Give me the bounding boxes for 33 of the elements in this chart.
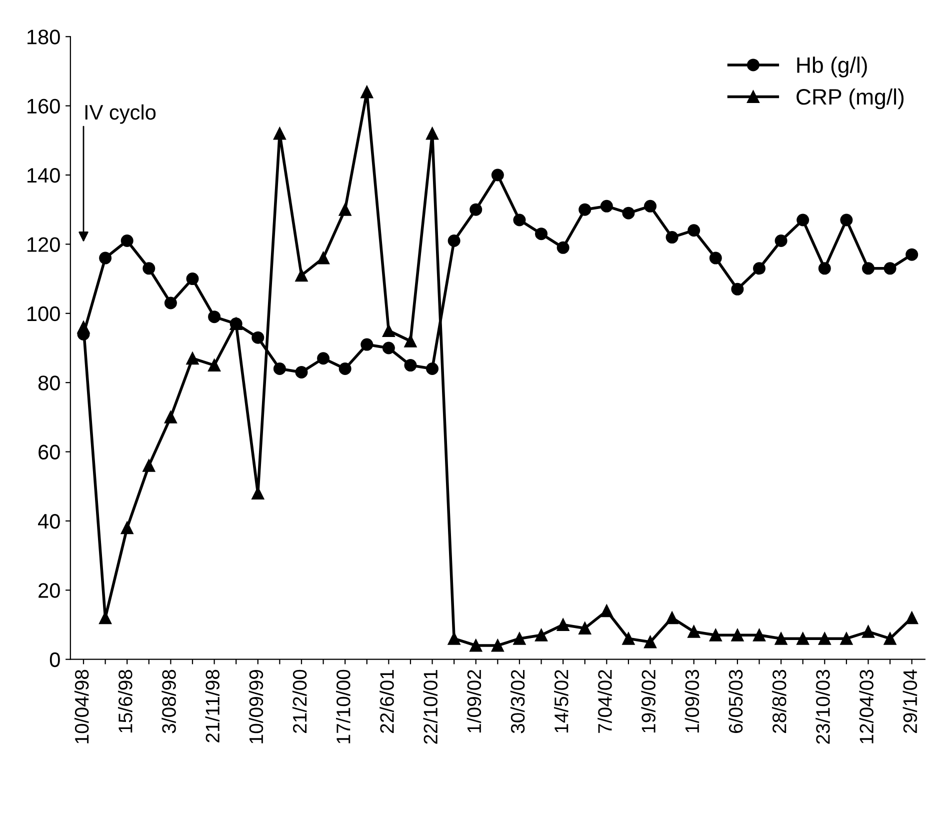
x-tick-label: 22/6/01 [380,670,394,733]
y-tick-label: 180 [28,30,60,44]
x-tick-label: 21/11/98 [205,670,220,742]
annotation: IV cyclo [85,104,156,124]
x-tick-label: 1/09/02 [466,670,482,732]
legend-label: CRP (mg/l) [796,88,904,110]
x-tick-label: 22/10/01 [423,670,438,744]
x-tick-label: 3/08/98 [162,670,176,734]
x-tick-label: 10/04/98 [74,670,89,744]
x-tick-label: 15/6/98 [118,670,132,732]
x-tick-label: 10/09/99 [248,670,264,744]
x-tick-label: 28/8/03 [772,670,786,733]
x-tick-label: 23/10/03 [816,670,830,744]
x-tick-label: 29/1/04 [902,670,918,733]
x-tick-label: 1/09/03 [684,670,700,732]
y-tick-label: 120 [28,237,60,252]
y-tick-label: 60 [38,444,60,460]
y-tick-label: 80 [38,376,60,390]
y-tick-label: 40 [38,514,60,529]
y-tick-label: 140 [28,168,60,183]
x-tick-label: 12/04/03 [859,670,874,744]
x-tick-label: 17/10/00 [336,670,350,744]
legend-label: Hb (g/l) [797,56,867,78]
x-tick-label: 21/2/00 [292,670,307,733]
y-tick-label: 160 [28,98,60,114]
x-tick-label: 30/3/02 [510,670,525,734]
y-tick-label: 20 [38,583,60,598]
x-tick-label: 7/04/02 [598,670,612,733]
y-tick-label: 0 [50,652,60,668]
x-tick-label: 19/9/02 [641,670,656,732]
y-tick-label: 100 [28,306,60,322]
x-tick-label: 6/05/03 [728,670,743,733]
x-tick-label: 14/5/02 [554,670,568,732]
